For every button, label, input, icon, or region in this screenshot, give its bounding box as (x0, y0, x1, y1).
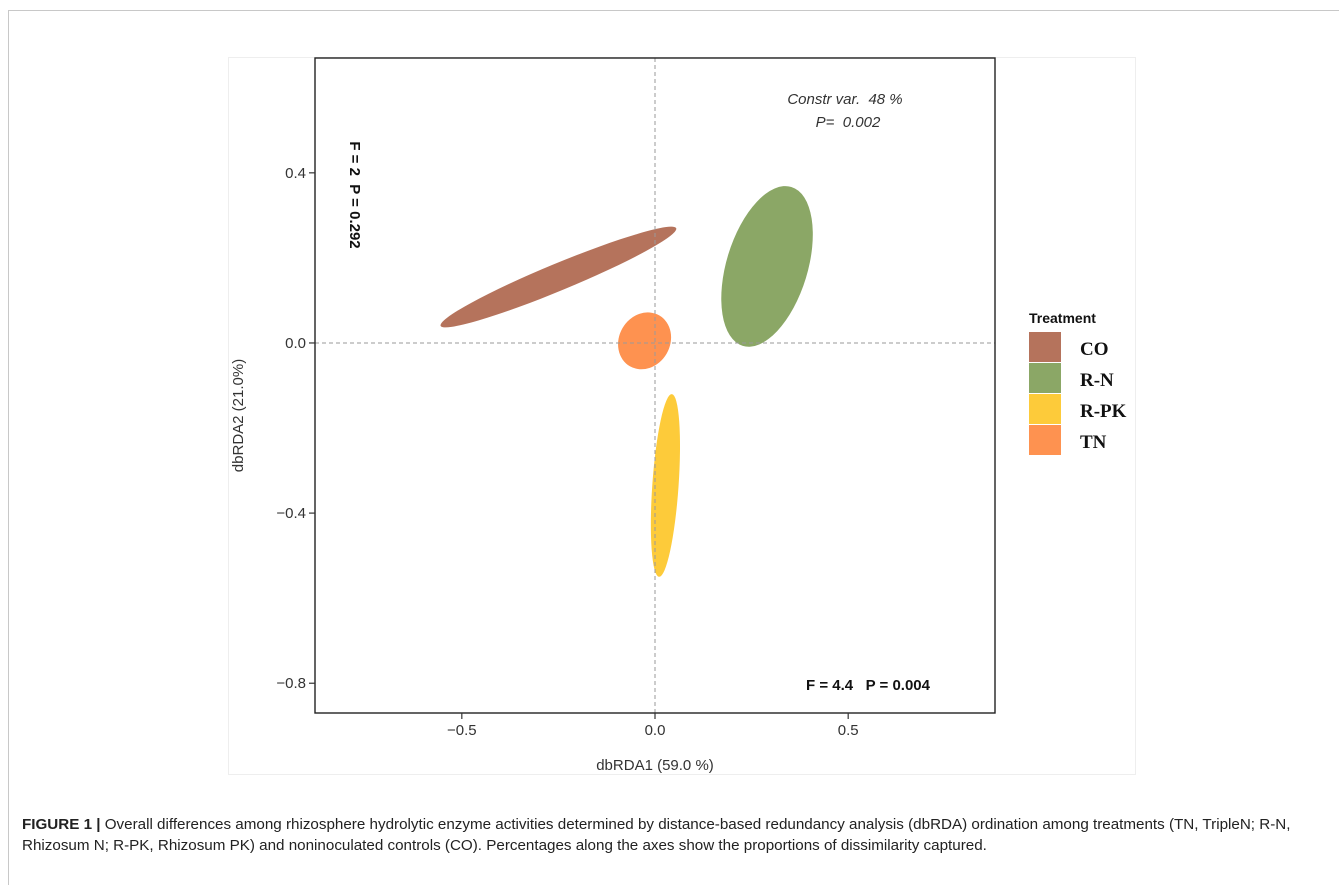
y-tick-label: −0.4 (276, 505, 306, 522)
legend-label-r-n: R-N (1080, 370, 1114, 391)
legend-swatch-r-n (1029, 363, 1061, 393)
y-axis-label: dbRDA2 (21.0%) (230, 359, 247, 472)
legend-title: Treatment (1029, 310, 1096, 326)
figure-caption: FIGURE 1 | Overall differences among rhi… (22, 814, 1322, 856)
x-axis: −0.5 0.0 0.5 (447, 713, 859, 739)
legend-items: CO R-N R-PK TN (1029, 332, 1127, 455)
axis2-test-annotation: F = 2 P = 0.292 (346, 141, 363, 248)
p-value-annotation: P= 0.002 (816, 114, 881, 131)
caption-label: FIGURE 1 | (22, 816, 101, 833)
y-tick-label: −0.8 (276, 675, 306, 692)
ellipses-layer (440, 186, 813, 577)
legend-label-r-pk: R-PK (1080, 401, 1127, 422)
legend-label-tn: TN (1080, 432, 1107, 453)
legend-swatch-tn (1029, 425, 1061, 455)
x-tick-label: −0.5 (447, 722, 477, 739)
ellipse-co (440, 226, 677, 328)
legend: Treatment CO R-N R-PK TN (1029, 310, 1127, 455)
axis1-test-annotation: F = 4.4 P = 0.004 (806, 677, 931, 694)
legend-swatch-r-pk (1029, 394, 1061, 424)
zero-lines (315, 58, 995, 713)
x-tick-label: 0.5 (838, 722, 859, 739)
legend-label-co: CO (1080, 339, 1109, 360)
y-tick-label: 0.4 (285, 165, 306, 182)
ellipse-r-pk (650, 394, 681, 577)
x-axis-label: dbRDA1 (59.0 %) (596, 757, 714, 774)
dbrda-chart: −0.5 0.0 0.5 0.4 0.0 −0.4 −0.8 dbRDA1 (59.0 %… (230, 57, 1127, 774)
x-tick-label: 0.0 (645, 722, 666, 739)
legend-swatch-co (1029, 332, 1061, 362)
caption-text: Overall differences among rhizosphere hy… (22, 816, 1291, 854)
ellipse-tn (618, 312, 672, 370)
ellipse-r-n (721, 186, 813, 347)
figure-frame (8, 10, 1339, 885)
y-axis: 0.4 0.0 −0.4 −0.8 (276, 165, 315, 692)
y-tick-label: 0.0 (285, 335, 306, 352)
constrained-variance-annotation: Constr var. 48 % (787, 91, 902, 108)
